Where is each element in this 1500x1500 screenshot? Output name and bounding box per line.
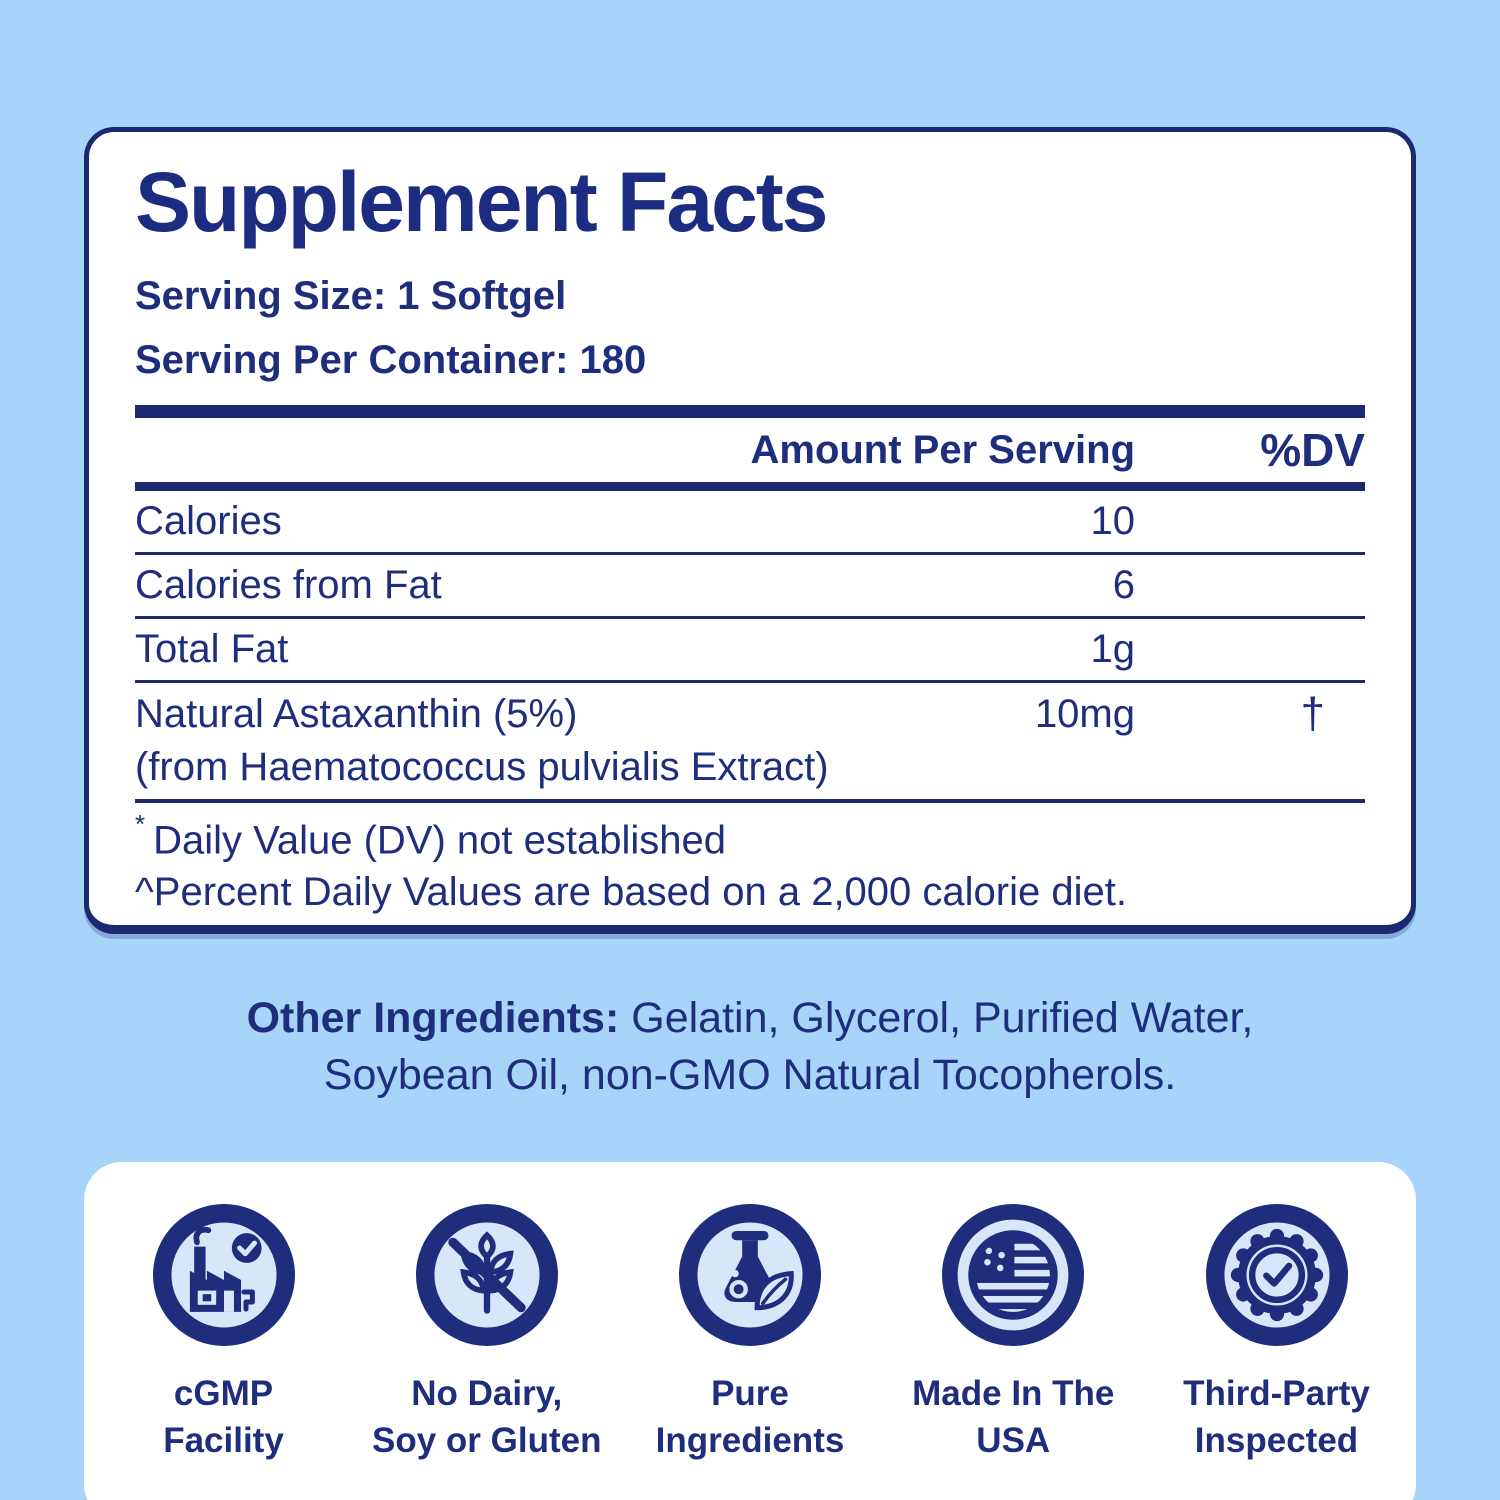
panel-title: Supplement Facts: [135, 155, 828, 249]
row-label: Calories from Fat: [135, 563, 442, 608]
servings-per-container: Serving Per Container: 180: [135, 338, 647, 383]
row-sublabel: (from Haematococcus pulvialis Extract): [135, 745, 829, 790]
factory-check-icon: [152, 1204, 295, 1346]
other-ingredients-label: Other Ingredients:: [246, 994, 620, 1042]
amount-per-serving-header: Amount Per Serving: [750, 427, 1135, 472]
footnote-percent-dv: ^Percent Daily Values are based on a 2,0…: [135, 870, 1127, 915]
badge-label-line2: Ingredients: [655, 1421, 845, 1461]
no-gluten-wheat-icon: [415, 1204, 558, 1346]
percent-dv-header: %DV: [1260, 424, 1365, 477]
badge-label-line1: No Dairy,: [411, 1374, 563, 1413]
asterisk-symbol: *: [135, 809, 146, 840]
divider-thick-header: [135, 482, 1365, 492]
row-main: Calories 10: [135, 499, 1135, 544]
usa-flag-icon: [942, 1204, 1085, 1346]
table-row-total-fat: Total Fat 1g: [135, 619, 1365, 684]
row-amount: 10: [1090, 499, 1136, 544]
table-header-row: Amount Per Serving %DV: [135, 418, 1365, 482]
row-amount: 6: [1112, 563, 1135, 608]
other-ingredients: Other Ingredients: Gelatin, Glycerol, Pu…: [0, 990, 1500, 1104]
badge-label-line1: Third-Party: [1183, 1374, 1370, 1413]
badge-no-dairy-soy-gluten: No Dairy, Soy or Gluten: [359, 1204, 614, 1500]
other-ingredients-list-part1: Gelatin, Glycerol, Purified Water,: [619, 994, 1254, 1042]
table-row-astaxanthin: Natural Astaxanthin (5%) 10mg †: [135, 683, 1365, 745]
table-row-astaxanthin-source: (from Haematococcus pulvialis Extract): [135, 745, 1365, 804]
badge-label-line1: Made In The: [912, 1374, 1115, 1413]
other-ingredients-line2: Soybean Oil, non-GMO Natural Tocopherols…: [323, 1050, 1177, 1099]
table-row-calories: Calories 10: [135, 491, 1365, 556]
badge-label: No Dairy, Soy or Gluten: [372, 1370, 601, 1465]
row-main: Calories from Fat 6: [135, 563, 1135, 608]
table-row-calories-from-fat: Calories from Fat 6: [135, 555, 1365, 620]
badge-label-line2: Facility: [163, 1421, 284, 1461]
badge-cgmp-facility: cGMP Facility: [96, 1204, 351, 1500]
badge-label-line1: Pure: [711, 1374, 789, 1413]
other-ingredients-line1: Other Ingredients: Gelatin, Glycerol, Pu…: [0, 990, 1500, 1047]
badge-label-line2: Inspected: [1194, 1421, 1359, 1461]
badge-label: Made In The USA: [912, 1370, 1114, 1465]
footnote-text: Daily Value (DV) not established: [153, 818, 726, 863]
badge-label-line2: USA: [976, 1421, 1051, 1461]
inspected-badge-icon: [1205, 1204, 1348, 1346]
row-main: Total Fat 1g: [135, 627, 1135, 672]
row-amount: 1g: [1090, 627, 1136, 672]
footnote-dv-not-established: * Daily Value (DV) not established: [135, 809, 1365, 864]
badge-pure-ingredients: Pure Ingredients: [623, 1204, 878, 1500]
badge-label-line2: Soy or Gluten: [372, 1421, 602, 1461]
row-label: Calories: [135, 499, 282, 544]
badge-made-in-usa: Made In The USA: [886, 1204, 1141, 1500]
badge-label: Pure Ingredients: [656, 1370, 845, 1465]
row-dagger: †: [1300, 689, 1325, 739]
row-label: Natural Astaxanthin (5%): [135, 691, 578, 736]
badge-label-line1: cGMP: [173, 1374, 274, 1413]
row-amount: 10mg: [1034, 691, 1135, 736]
serving-size: Serving Size: 1 Softgel: [135, 274, 567, 319]
flask-leaf-icon: [679, 1204, 821, 1346]
badge-third-party-inspected: Third-Party Inspected: [1149, 1204, 1404, 1500]
row-main: Natural Astaxanthin (5%) 10mg: [135, 692, 1135, 737]
divider-thick-top: [135, 405, 1365, 419]
footnotes: * Daily Value (DV) not established ^Perce…: [135, 803, 1365, 916]
badge-label: cGMP Facility: [163, 1370, 284, 1465]
row-label: Total Fat: [135, 627, 289, 672]
supplement-facts-panel: Supplement Facts Serving Size: 1 Softgel…: [84, 127, 1416, 934]
feature-badge-bar: cGMP Facility No Dairy, Soy or Gluten: [84, 1162, 1416, 1500]
badge-label: Third-Party Inspected: [1183, 1370, 1370, 1465]
